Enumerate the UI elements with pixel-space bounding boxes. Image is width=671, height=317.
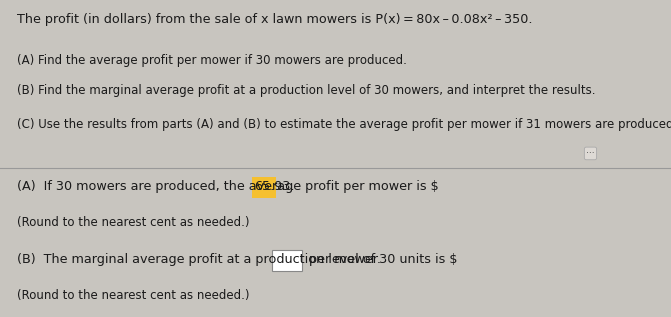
Text: The profit (in dollars) from the sale of x lawn mowers is P(x) = 80x – 0.08x² – : The profit (in dollars) from the sale of… <box>17 13 532 26</box>
Text: (C) Use the results from parts (A) and (B) to estimate the average profit per mo: (C) Use the results from parts (A) and (… <box>17 118 671 131</box>
Text: (Round to the nearest cent as needed.): (Round to the nearest cent as needed.) <box>17 289 249 302</box>
Text: per mower.: per mower. <box>305 253 380 266</box>
Text: (A)  If 30 mowers are produced, the average profit per mower is $: (A) If 30 mowers are produced, the avera… <box>17 180 442 193</box>
FancyBboxPatch shape <box>252 177 276 198</box>
FancyBboxPatch shape <box>272 250 302 271</box>
Text: (A) Find the average profit per mower if 30 mowers are produced.: (A) Find the average profit per mower if… <box>17 54 407 67</box>
Text: ···: ··· <box>586 149 595 158</box>
Text: 65.93.: 65.93. <box>254 180 294 193</box>
Text: (B) Find the marginal average profit at a production level of 30 mowers, and int: (B) Find the marginal average profit at … <box>17 84 595 97</box>
Text: (Round to the nearest cent as needed.): (Round to the nearest cent as needed.) <box>17 216 249 229</box>
Text: (B)  The marginal average profit at a production level of 30 units is $: (B) The marginal average profit at a pro… <box>17 253 457 266</box>
